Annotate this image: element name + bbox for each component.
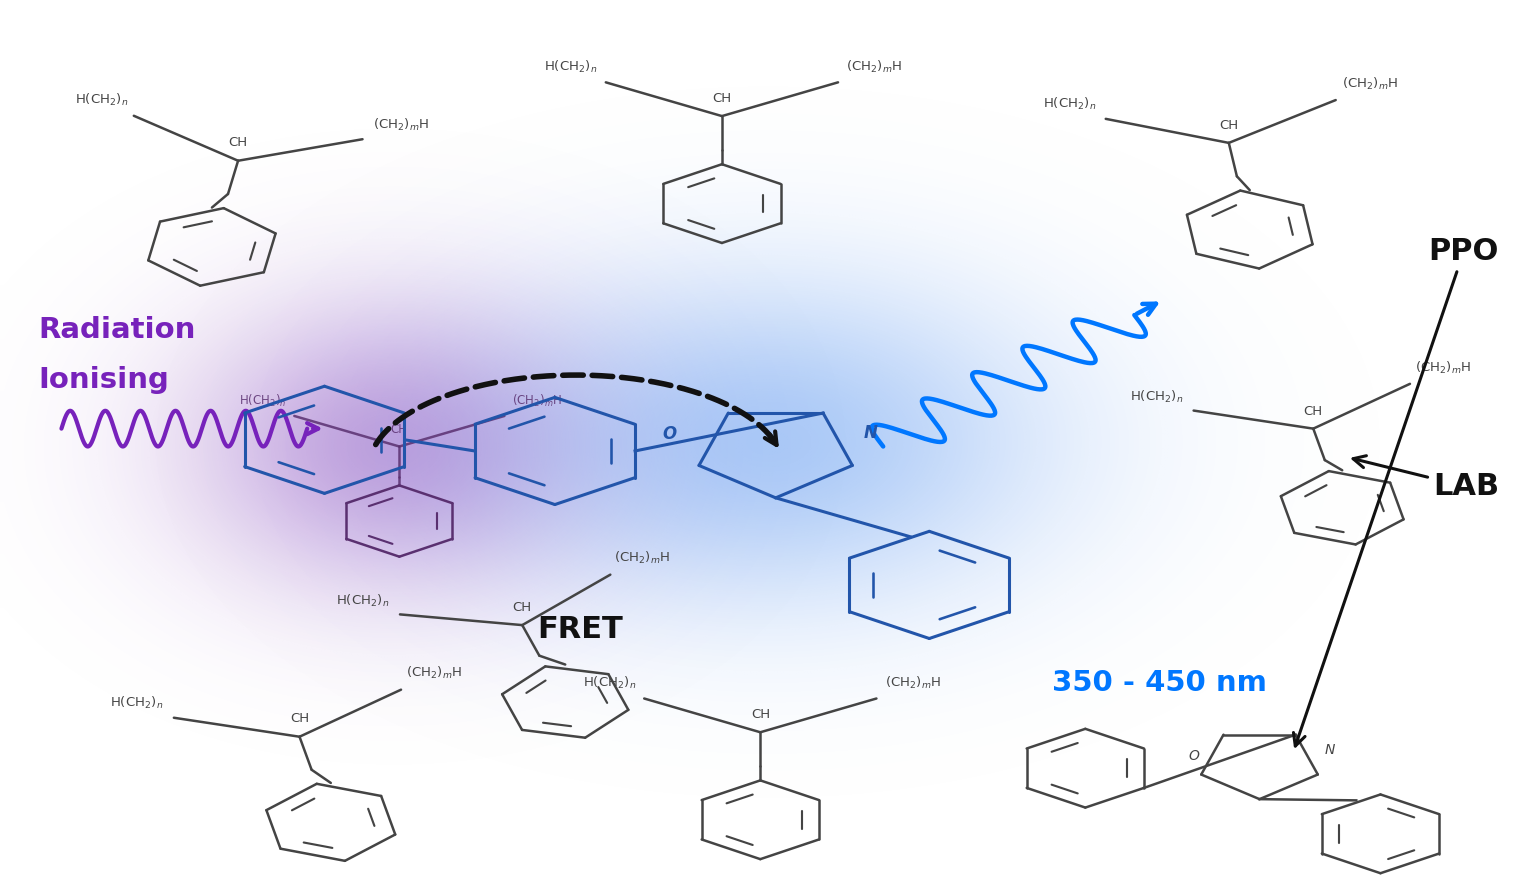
Text: (CH$_2$)$_m$H: (CH$_2$)$_m$H <box>373 117 429 133</box>
Text: LAB: LAB <box>1353 455 1499 501</box>
Text: FRET: FRET <box>538 615 624 644</box>
Text: CH: CH <box>1220 119 1238 131</box>
Text: PPO: PPO <box>1293 238 1499 746</box>
Text: H(CH$_2$)$_n$: H(CH$_2$)$_n$ <box>1043 96 1097 113</box>
Text: (CH$_2$)$_m$H: (CH$_2$)$_m$H <box>511 393 562 409</box>
Text: (CH$_2$)$_m$H: (CH$_2$)$_m$H <box>406 665 462 681</box>
Text: CH: CH <box>1304 405 1322 418</box>
Text: H(CH$_2$)$_n$: H(CH$_2$)$_n$ <box>582 675 636 691</box>
Text: CH: CH <box>390 423 409 437</box>
Text: CH: CH <box>713 92 731 104</box>
Text: CH: CH <box>751 708 770 721</box>
Text: (CH$_2$)$_m$H: (CH$_2$)$_m$H <box>846 59 902 75</box>
Text: H(CH$_2$)$_n$: H(CH$_2$)$_n$ <box>75 91 127 107</box>
Text: O: O <box>1189 748 1200 763</box>
Text: (CH$_2$)$_m$H: (CH$_2$)$_m$H <box>614 550 670 566</box>
Text: H(CH$_2$)$_n$: H(CH$_2$)$_n$ <box>544 59 598 75</box>
Text: H(CH$_2$)$_n$: H(CH$_2$)$_n$ <box>240 393 287 409</box>
Text: Radiation: Radiation <box>38 316 195 345</box>
Text: CH: CH <box>229 137 247 149</box>
Text: H(CH$_2$)$_n$: H(CH$_2$)$_n$ <box>336 593 389 609</box>
Text: 350 - 450 nm: 350 - 450 nm <box>1052 669 1267 697</box>
Text: H(CH$_2$)$_n$: H(CH$_2$)$_n$ <box>111 696 163 712</box>
Text: Ionising: Ionising <box>38 365 169 394</box>
Text: (CH$_2$)$_m$H: (CH$_2$)$_m$H <box>1415 360 1471 376</box>
Text: CH: CH <box>290 713 309 725</box>
Text: (CH$_2$)$_m$H: (CH$_2$)$_m$H <box>1342 76 1398 92</box>
Text: CH: CH <box>513 601 531 614</box>
Text: N: N <box>1326 743 1335 757</box>
Text: (CH$_2$)$_m$H: (CH$_2$)$_m$H <box>885 675 940 691</box>
Text: O: O <box>662 425 676 443</box>
Text: H(CH$_2$)$_n$: H(CH$_2$)$_n$ <box>1130 388 1184 405</box>
Text: N: N <box>863 424 877 442</box>
